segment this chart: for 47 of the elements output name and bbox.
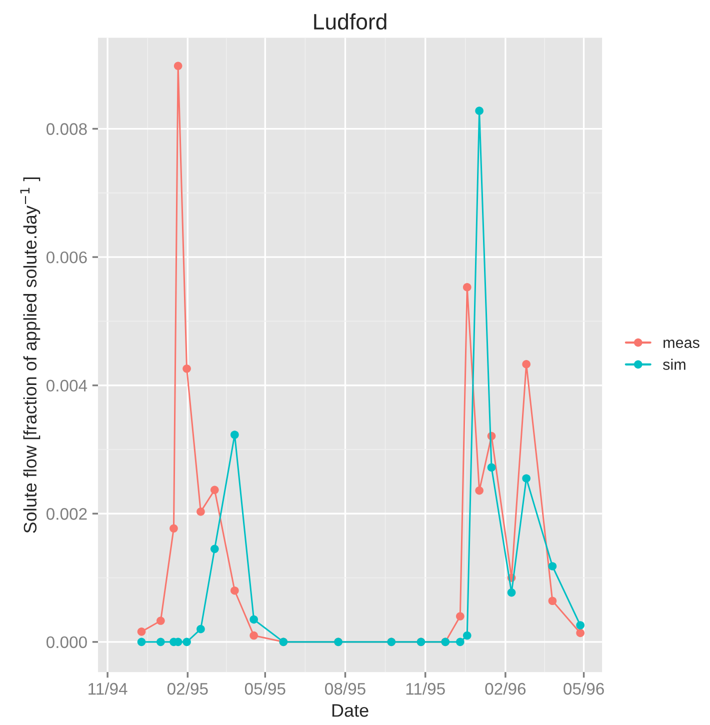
point — [475, 106, 484, 115]
point — [196, 508, 205, 516]
point — [548, 596, 557, 606]
y-axis-title: Solute flow [fraction of applied solute.day$^{−1}$ ] — [20, 177, 40, 533]
point — [210, 486, 219, 494]
point — [230, 586, 239, 595]
y-tick-label: 0.004 — [46, 380, 88, 392]
x-tick-label: 05/96 — [564, 682, 604, 695]
x-tick-label: 11/94 — [88, 682, 128, 695]
y-tick-label: 0.002 — [46, 508, 87, 520]
y-tick-label: 0.008 — [46, 123, 87, 135]
point — [196, 624, 205, 634]
point — [475, 486, 484, 495]
point — [462, 631, 472, 640]
x-axis-title: Date — [332, 704, 368, 717]
point — [170, 524, 178, 533]
point — [137, 638, 146, 646]
x-tick-label: 02/95 — [167, 682, 208, 695]
y-tick-label: 0.000 — [46, 636, 87, 648]
point — [522, 360, 530, 368]
point — [548, 562, 557, 570]
point — [507, 588, 516, 597]
point — [230, 430, 239, 439]
x-tick-label: 02/96 — [485, 682, 526, 695]
point — [137, 628, 146, 636]
x-tick-label: 08/95 — [325, 682, 366, 695]
point — [576, 628, 584, 638]
point — [210, 544, 219, 554]
point — [182, 638, 191, 646]
point — [522, 474, 530, 483]
point — [156, 616, 165, 625]
x-tick-label: 05/95 — [244, 682, 286, 695]
point — [174, 62, 182, 70]
point — [156, 638, 165, 646]
point — [182, 364, 191, 373]
legend-label: sim — [663, 358, 686, 370]
point — [576, 621, 584, 630]
y-tick-label: 0.006 — [46, 251, 87, 264]
point — [456, 612, 464, 620]
legend-label: meas — [664, 340, 700, 348]
point — [250, 615, 258, 624]
chart-title: Ludford — [314, 13, 386, 30]
x-tick-label: 11/95 — [406, 682, 445, 695]
point — [250, 631, 258, 640]
point — [487, 463, 496, 472]
point — [462, 283, 472, 292]
point — [456, 638, 464, 646]
